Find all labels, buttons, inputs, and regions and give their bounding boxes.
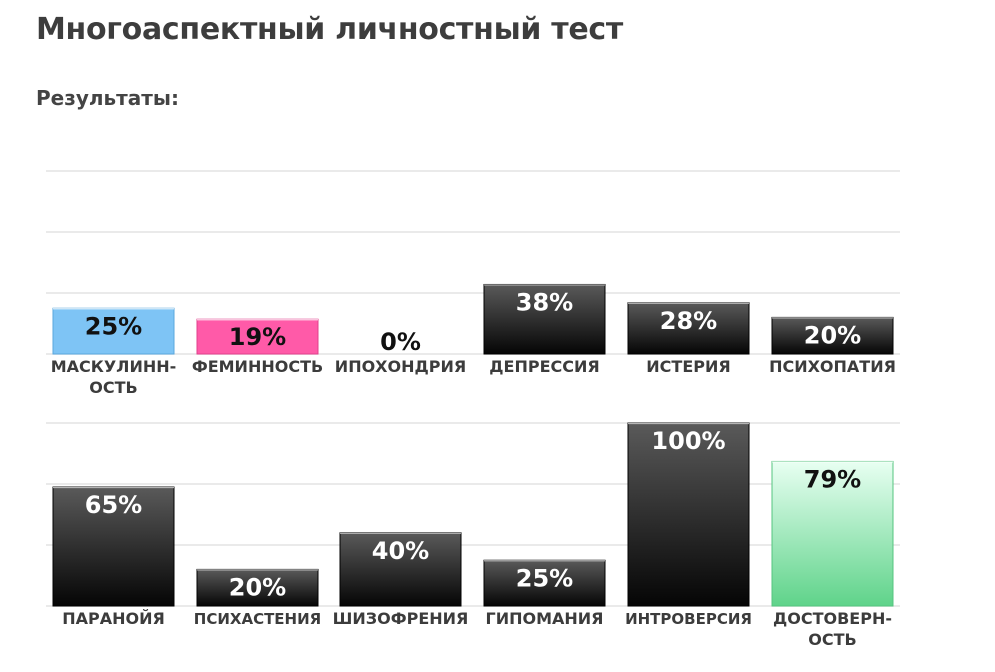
bar-value-label: 38% <box>516 288 573 316</box>
bar <box>627 422 750 607</box>
bar <box>627 302 750 355</box>
category-label: ИСТЕРИЯ <box>646 357 730 376</box>
category-label: ПСИХАСТЕНИЯ <box>194 610 321 628</box>
category-label: ИПОХОНДРИЯ <box>335 357 466 376</box>
category-label: ФЕМИННОСТЬ <box>192 357 323 376</box>
bar-value-label: 20% <box>229 573 286 601</box>
category-label: ШИЗОФРЕНИЯ <box>333 609 469 628</box>
bar <box>339 532 462 607</box>
category-label: ГИПОМАНИЯ <box>486 609 604 628</box>
bar <box>771 460 894 607</box>
bar-value-label: 100% <box>651 427 725 455</box>
bar-value-label: 19% <box>229 323 286 351</box>
bar <box>196 318 319 355</box>
bar-value-label: 0% <box>380 328 421 356</box>
bar <box>483 559 606 607</box>
bar-value-label: 28% <box>660 307 717 335</box>
category-label: ПСИХОПАТИЯ <box>769 357 896 376</box>
category-label: ИНТРОВЕРСИЯ <box>625 610 752 628</box>
category-label: ДЕПРЕССИЯ <box>489 357 599 376</box>
bar-value-label: 79% <box>804 465 861 493</box>
bar-value-label: 25% <box>85 312 142 340</box>
bar-value-label: 65% <box>85 491 142 519</box>
bar-value-label: 25% <box>516 564 573 592</box>
category-label: МАСКУЛИНН-ОСТЬ <box>51 357 177 397</box>
chart-panel-2: 65% ПАРАНОЙЯ 20% ПСИХАСТЕНИЯ 40% ШИЗОФРЕНИЯ 25… <box>46 422 900 649</box>
results-heading: Результаты: <box>36 86 179 110</box>
chart-panel-1: 25% МАСКУЛИНН-ОСТЬ 19% ФЕМИННОСТЬ 0%ИПОХОНДР… <box>46 170 900 397</box>
page-title: Многоаспектный личностный тест <box>36 12 623 47</box>
bar <box>52 486 175 607</box>
bar <box>196 568 319 607</box>
bar-value-label: 20% <box>804 321 861 349</box>
bar-value-label: 40% <box>372 537 429 565</box>
category-label: ДОСТОВЕРН-ОСТЬ <box>773 609 892 649</box>
category-label: ПАРАНОЙЯ <box>62 609 165 628</box>
bar <box>771 316 894 355</box>
